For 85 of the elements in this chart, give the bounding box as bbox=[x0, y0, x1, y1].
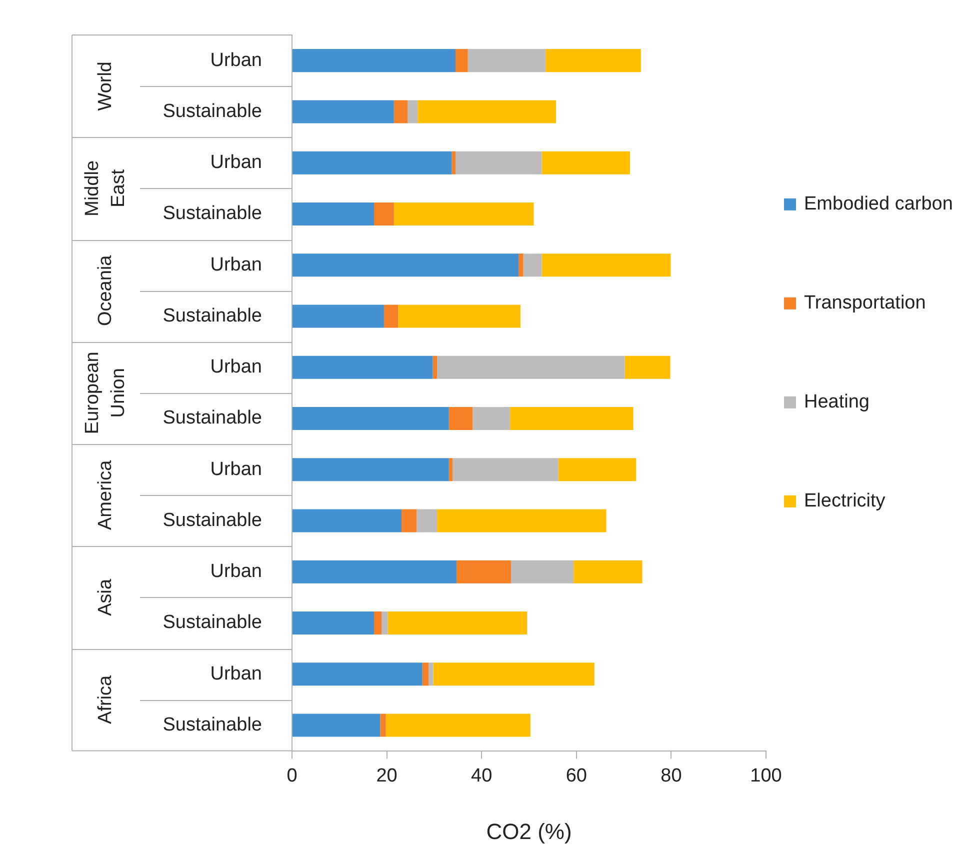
y-tick-label: Sustainable bbox=[162, 305, 262, 326]
bar bbox=[292, 560, 456, 584]
bar bbox=[292, 611, 374, 634]
bar bbox=[452, 151, 456, 174]
text: Middle East bbox=[82, 160, 130, 216]
legend-label: Heating bbox=[804, 392, 870, 413]
bar bbox=[388, 611, 528, 634]
bar bbox=[386, 714, 530, 737]
bar bbox=[292, 151, 452, 174]
x-axis-title: CO2 (%) bbox=[486, 818, 572, 844]
bar bbox=[523, 254, 542, 277]
bar bbox=[292, 254, 519, 277]
y-tick-label: Sustainable bbox=[162, 408, 262, 429]
bar bbox=[452, 458, 558, 482]
y-tick-label: Urban bbox=[210, 561, 262, 582]
bar bbox=[292, 406, 449, 430]
legend-label: Electricity bbox=[804, 490, 886, 512]
bar bbox=[542, 151, 630, 174]
bar bbox=[384, 304, 398, 328]
y-tick-label: Sustainable bbox=[162, 714, 262, 736]
x-tick-label: 100 bbox=[750, 765, 782, 786]
bar bbox=[292, 458, 449, 482]
legend-label: Transportation bbox=[804, 292, 926, 314]
bar bbox=[448, 458, 453, 482]
bar bbox=[437, 356, 625, 379]
y-tick-label: Sustainable bbox=[162, 612, 262, 634]
legend-label: Embodied carbon bbox=[804, 194, 953, 215]
bar bbox=[624, 356, 670, 379]
bar bbox=[374, 202, 394, 226]
bar bbox=[456, 151, 542, 174]
x-tick-label: 20 bbox=[376, 765, 398, 786]
bar bbox=[428, 662, 434, 686]
bar bbox=[418, 100, 556, 124]
y-tick-label: Urban bbox=[210, 254, 262, 276]
bar bbox=[448, 406, 473, 430]
bar bbox=[292, 662, 422, 686]
bar bbox=[292, 509, 402, 532]
bar bbox=[380, 714, 386, 737]
y-tick-label: Urban bbox=[210, 356, 262, 378]
y-tick-label: Sustainable bbox=[162, 100, 262, 122]
bar bbox=[394, 100, 408, 124]
bar bbox=[292, 202, 374, 226]
bar bbox=[292, 100, 394, 124]
bar bbox=[416, 509, 438, 532]
text: World bbox=[95, 61, 116, 111]
text: Asia bbox=[95, 578, 116, 616]
y-tick-label: Urban bbox=[210, 152, 262, 174]
bar bbox=[292, 304, 384, 328]
bar bbox=[432, 356, 438, 379]
bar bbox=[558, 458, 636, 482]
bar bbox=[518, 254, 524, 277]
text: America bbox=[95, 460, 116, 530]
text: Oceania bbox=[95, 254, 116, 326]
bar bbox=[510, 406, 634, 430]
bar bbox=[382, 611, 388, 634]
bar bbox=[542, 254, 671, 277]
x-tick-label: 80 bbox=[660, 765, 682, 786]
y-tick-label: Sustainable bbox=[162, 203, 262, 224]
bar bbox=[398, 304, 520, 328]
bar bbox=[437, 509, 606, 532]
y-tick-label: Urban bbox=[210, 663, 262, 684]
bar bbox=[546, 49, 641, 72]
text: Africa bbox=[95, 674, 116, 724]
bar bbox=[510, 560, 574, 584]
bar bbox=[422, 662, 429, 686]
x-tick-label: 60 bbox=[566, 765, 587, 786]
y-tick-label: Sustainable bbox=[162, 510, 262, 531]
x-tick-label: 0 bbox=[286, 765, 298, 786]
text: European Union bbox=[82, 352, 130, 434]
bar bbox=[401, 509, 417, 532]
bar bbox=[472, 406, 510, 430]
x-tick-label: 40 bbox=[471, 765, 492, 786]
bar bbox=[292, 714, 380, 737]
bar bbox=[292, 49, 456, 72]
bar bbox=[456, 560, 511, 584]
bar bbox=[433, 662, 594, 686]
bar bbox=[408, 100, 418, 124]
bar bbox=[374, 611, 382, 634]
bar bbox=[292, 356, 433, 379]
bar bbox=[468, 49, 546, 72]
bar bbox=[394, 202, 534, 226]
bar bbox=[574, 560, 642, 584]
y-tick-label: Urban bbox=[210, 50, 262, 71]
bar bbox=[456, 49, 468, 72]
y-tick-label: Urban bbox=[210, 458, 262, 480]
